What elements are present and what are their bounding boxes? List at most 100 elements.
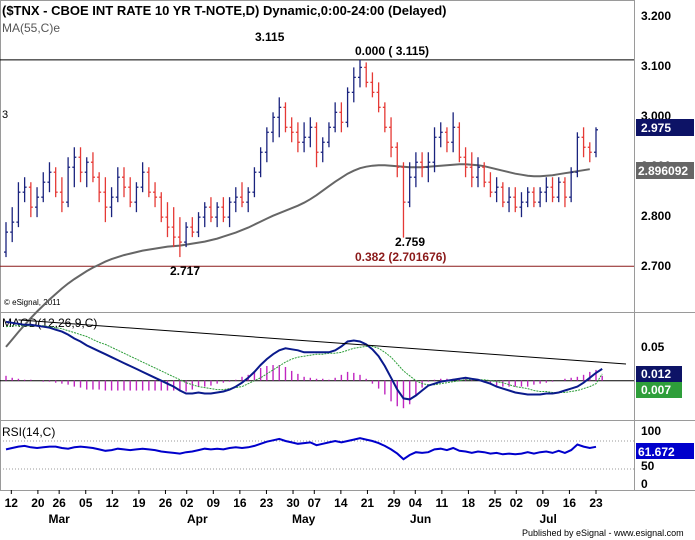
ohlc-bar — [252, 167, 257, 198]
ohlc-bar — [177, 217, 182, 258]
ohlc-bar — [550, 177, 555, 203]
ohlc-bar — [469, 152, 474, 188]
ohlc-bar — [544, 177, 549, 203]
ohlc-bar — [395, 142, 400, 178]
high-annotation: 3.115 — [255, 30, 285, 44]
ohlc-bar — [171, 207, 176, 248]
macd-panel-title: MACD(12,26,9,C) — [2, 316, 97, 330]
ohlc-bar — [581, 127, 586, 158]
price-tick-label: 2.800 — [641, 209, 671, 223]
x-month-label: May — [292, 512, 316, 526]
x-day-label: 07 — [308, 496, 322, 510]
price-y-axis: 3.200 3.100 3.000 2.900 2.800 2.700 — [641, 9, 671, 273]
ohlc-bar — [370, 72, 375, 98]
ohlc-bar — [4, 222, 8, 258]
ohlc-bar — [115, 167, 120, 203]
ohlc-bar — [556, 177, 561, 203]
ohlc-bar — [277, 97, 282, 138]
ohlc-bar — [221, 197, 226, 223]
x-day-label: 23 — [260, 496, 274, 510]
x-day-label: 14 — [334, 496, 348, 510]
ohlc-bar — [525, 187, 530, 208]
ohlc-bar — [146, 167, 151, 198]
ohlc-bar — [494, 177, 499, 203]
x-month-label: Apr — [187, 512, 208, 526]
ohlc-bar — [190, 217, 195, 238]
x-day-label: 18 — [462, 496, 476, 510]
ohlc-bar — [10, 207, 15, 243]
ohlc-bar — [41, 172, 46, 203]
x-month-label: Jun — [410, 512, 431, 526]
ohlc-bar — [594, 127, 598, 158]
x-day-label: 11 — [436, 496, 449, 510]
signal-value-box — [636, 382, 682, 398]
rsi-value: 61.672 — [638, 445, 675, 459]
ma-legend-label: MA(55,C)e — [2, 21, 60, 35]
ohlc-bar — [364, 62, 369, 88]
ohlc-bar — [382, 102, 387, 133]
rsi-tick-label: 50 — [641, 459, 655, 473]
ohlc-bar — [97, 172, 102, 203]
ohlc-bar — [345, 87, 350, 128]
chart-frame — [0, 0, 635, 491]
ohlc-bar — [66, 157, 71, 208]
x-month-label: Mar — [48, 512, 70, 526]
ohlc-bar — [246, 187, 251, 213]
ohlc-bar — [53, 167, 58, 198]
publisher-footer: Published by eSignal - www.esignal.com — [522, 528, 684, 538]
x-day-label: 19 — [132, 496, 146, 510]
macd-trendline — [18, 319, 627, 365]
x-month-label: Jul — [539, 512, 556, 526]
ohlc-bar — [339, 102, 344, 133]
rsi-value-box — [636, 443, 694, 459]
ohlc-bar — [103, 177, 108, 223]
ohlc-bar — [444, 127, 449, 153]
ohlc-bar — [401, 162, 406, 238]
ohlc-bar — [575, 132, 580, 178]
ohlc-bar — [407, 162, 412, 208]
esignal-watermark: © eSignal, 2011 — [4, 298, 61, 307]
x-day-label: 29 — [387, 496, 401, 510]
ohlc-bar — [438, 122, 443, 148]
ohlc-bar — [531, 187, 536, 208]
rsi-plot — [0, 437, 634, 470]
x-day-label: 23 — [589, 496, 603, 510]
ohlc-bar — [47, 162, 52, 193]
ohlc-bar — [413, 152, 418, 188]
ohlc-bar — [90, 152, 95, 183]
side-marker-label: 3 — [2, 109, 8, 121]
ohlc-bar — [72, 147, 77, 188]
ohlc-bar — [289, 117, 294, 143]
x-day-label: 26 — [159, 496, 173, 510]
ma-line — [5, 163, 590, 348]
rsi-panel-title: RSI(14,C) — [2, 425, 55, 439]
ohlc-bar — [264, 127, 269, 163]
ohlc-bar — [59, 177, 64, 213]
fib-382-annotation: 0.382 (2.701676) — [355, 250, 446, 264]
ohlc-bar — [333, 102, 338, 133]
ohlc-bar — [432, 127, 437, 173]
ohlc-bar — [258, 147, 263, 178]
ohlc-bar — [153, 182, 158, 208]
price-tick-label: 2.700 — [641, 259, 671, 273]
x-day-label: 20 — [31, 496, 45, 510]
ohlc-bar — [500, 182, 505, 208]
x-day-label: 02 — [510, 496, 524, 510]
macd-tick-label: 0.05 — [641, 340, 665, 354]
macd-value: 0.012 — [641, 367, 671, 381]
last-price-box — [636, 119, 694, 136]
low-2717-annotation: 2.717 — [170, 264, 200, 278]
chart-title: ($TNX - CBOE INT RATE 10 YR T-NOTE,D) Dy… — [2, 3, 447, 18]
x-day-label: 25 — [488, 496, 502, 510]
ohlc-bar — [376, 82, 381, 113]
ohlc-bar — [202, 202, 207, 228]
ma-value-box — [636, 162, 694, 179]
ohlc-bar — [165, 202, 170, 238]
macd-signal-line — [5, 325, 603, 393]
x-day-label: 26 — [52, 496, 66, 510]
rsi-tick-label: 0 — [641, 477, 648, 491]
ohlc-bar — [295, 122, 300, 153]
ohlc-bar — [271, 112, 276, 143]
rsi-tick-label: 100 — [641, 424, 661, 438]
